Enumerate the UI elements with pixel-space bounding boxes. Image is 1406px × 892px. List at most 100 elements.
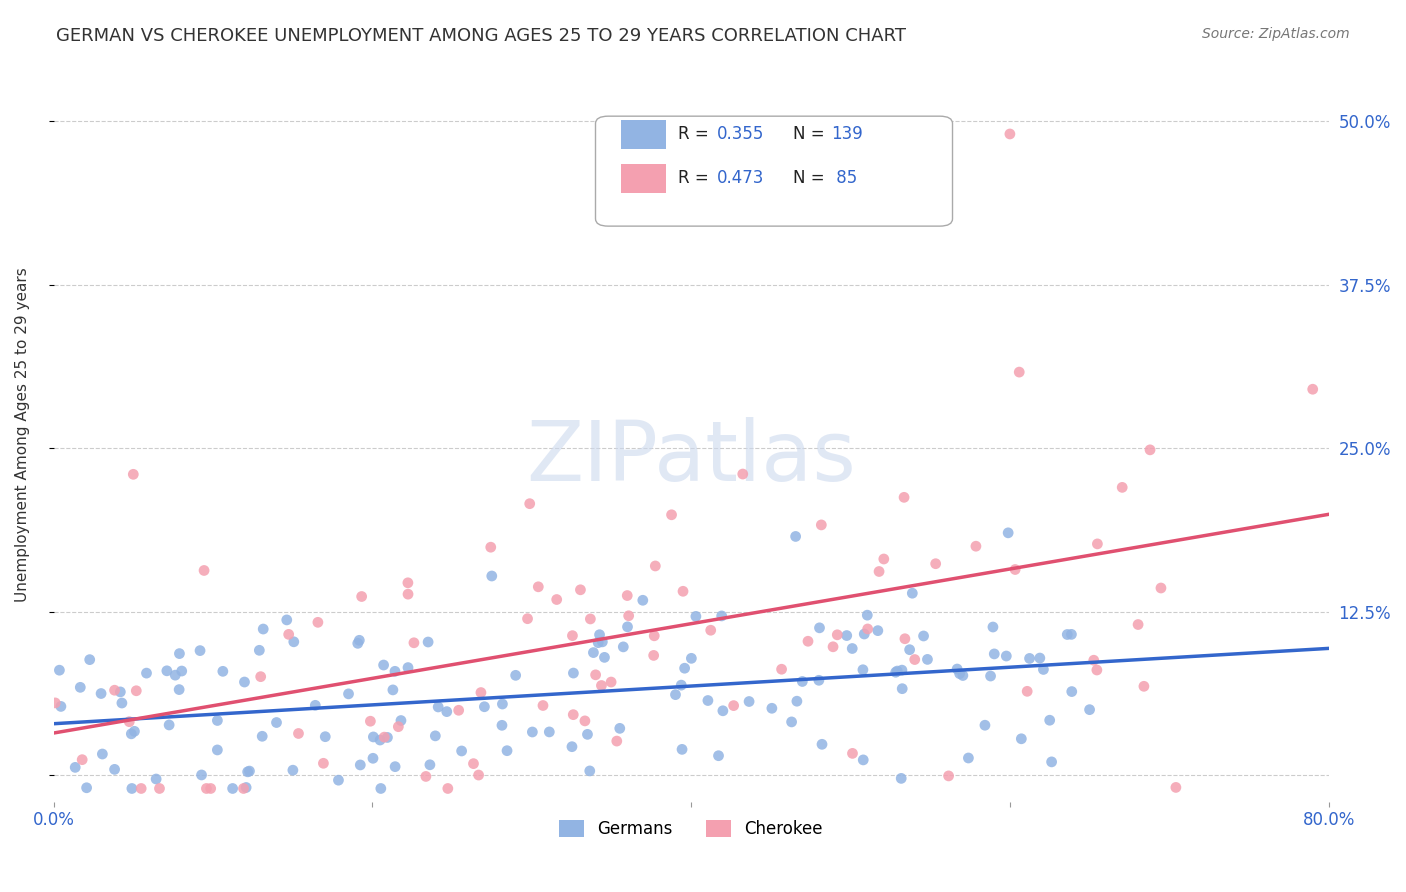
- Point: [195, 781, 218, 796]
- Point: [1164, 780, 1187, 795]
- Point: [808, 621, 831, 635]
- Text: 0.355: 0.355: [717, 126, 763, 144]
- Point: [396, 660, 419, 674]
- Text: N =: N =: [793, 169, 830, 187]
- Point: [447, 703, 470, 717]
- Point: [579, 612, 602, 626]
- Point: [1111, 480, 1133, 494]
- Point: [681, 651, 703, 665]
- Point: [1083, 653, 1105, 667]
- Point: [463, 756, 485, 771]
- Point: [761, 701, 783, 715]
- Point: [479, 540, 502, 554]
- Point: [277, 627, 299, 641]
- Point: [170, 664, 193, 678]
- Point: [731, 467, 754, 481]
- Point: [1039, 713, 1062, 727]
- Point: [416, 635, 439, 649]
- Point: [852, 663, 875, 677]
- Point: [904, 652, 927, 666]
- Point: [591, 679, 613, 693]
- Point: [1008, 365, 1031, 379]
- Point: [711, 704, 734, 718]
- Point: [1087, 537, 1109, 551]
- Point: [304, 698, 326, 713]
- Point: [90, 686, 112, 700]
- Point: [644, 558, 666, 573]
- Point: [780, 714, 803, 729]
- Point: [252, 622, 274, 636]
- Point: [810, 517, 832, 532]
- Point: [600, 675, 623, 690]
- Point: [207, 743, 229, 757]
- Point: [856, 608, 879, 623]
- Point: [211, 665, 233, 679]
- Point: [157, 718, 180, 732]
- Point: [44, 696, 66, 710]
- Point: [1032, 662, 1054, 676]
- Y-axis label: Unemployment Among Ages 25 to 29 years: Unemployment Among Ages 25 to 29 years: [15, 268, 30, 602]
- Text: Source: ZipAtlas.com: Source: ZipAtlas.com: [1202, 27, 1350, 41]
- Point: [785, 529, 807, 543]
- Point: [586, 635, 609, 649]
- Point: [312, 756, 335, 771]
- Point: [361, 751, 384, 765]
- Point: [792, 674, 814, 689]
- Point: [938, 769, 960, 783]
- Text: ZIPatlas: ZIPatlas: [526, 417, 856, 498]
- Point: [578, 764, 600, 778]
- Point: [797, 634, 820, 648]
- Point: [1302, 382, 1324, 396]
- Point: [49, 699, 72, 714]
- Point: [148, 781, 170, 796]
- Point: [841, 747, 863, 761]
- Point: [582, 646, 605, 660]
- Text: 139: 139: [831, 126, 863, 144]
- Point: [866, 624, 889, 638]
- Point: [980, 669, 1002, 683]
- Point: [617, 608, 640, 623]
- Point: [786, 694, 808, 708]
- Point: [169, 647, 191, 661]
- Point: [337, 687, 360, 701]
- Point: [496, 744, 519, 758]
- Point: [156, 664, 179, 678]
- Point: [527, 580, 550, 594]
- Point: [425, 729, 447, 743]
- Point: [827, 628, 849, 642]
- Point: [898, 642, 921, 657]
- Point: [491, 697, 513, 711]
- Point: [894, 632, 917, 646]
- Point: [384, 759, 406, 773]
- Point: [546, 592, 568, 607]
- Point: [79, 653, 101, 667]
- Point: [111, 696, 134, 710]
- Point: [76, 780, 98, 795]
- Point: [981, 620, 1004, 634]
- Point: [266, 715, 288, 730]
- Point: [249, 670, 271, 684]
- Point: [470, 685, 492, 699]
- Point: [852, 753, 875, 767]
- Point: [200, 781, 222, 796]
- Point: [997, 525, 1019, 540]
- Point: [891, 681, 914, 696]
- Point: [707, 748, 730, 763]
- Point: [307, 615, 329, 630]
- Point: [562, 707, 585, 722]
- Point: [70, 753, 93, 767]
- Point: [505, 668, 527, 682]
- Point: [481, 569, 503, 583]
- Point: [91, 747, 114, 761]
- Point: [1010, 731, 1032, 746]
- Point: [738, 694, 761, 708]
- Point: [381, 682, 404, 697]
- Point: [120, 727, 142, 741]
- Point: [664, 688, 686, 702]
- Point: [236, 764, 259, 779]
- Point: [238, 764, 260, 778]
- Point: [699, 624, 721, 638]
- Point: [585, 668, 607, 682]
- Point: [671, 742, 693, 756]
- Point: [821, 640, 844, 654]
